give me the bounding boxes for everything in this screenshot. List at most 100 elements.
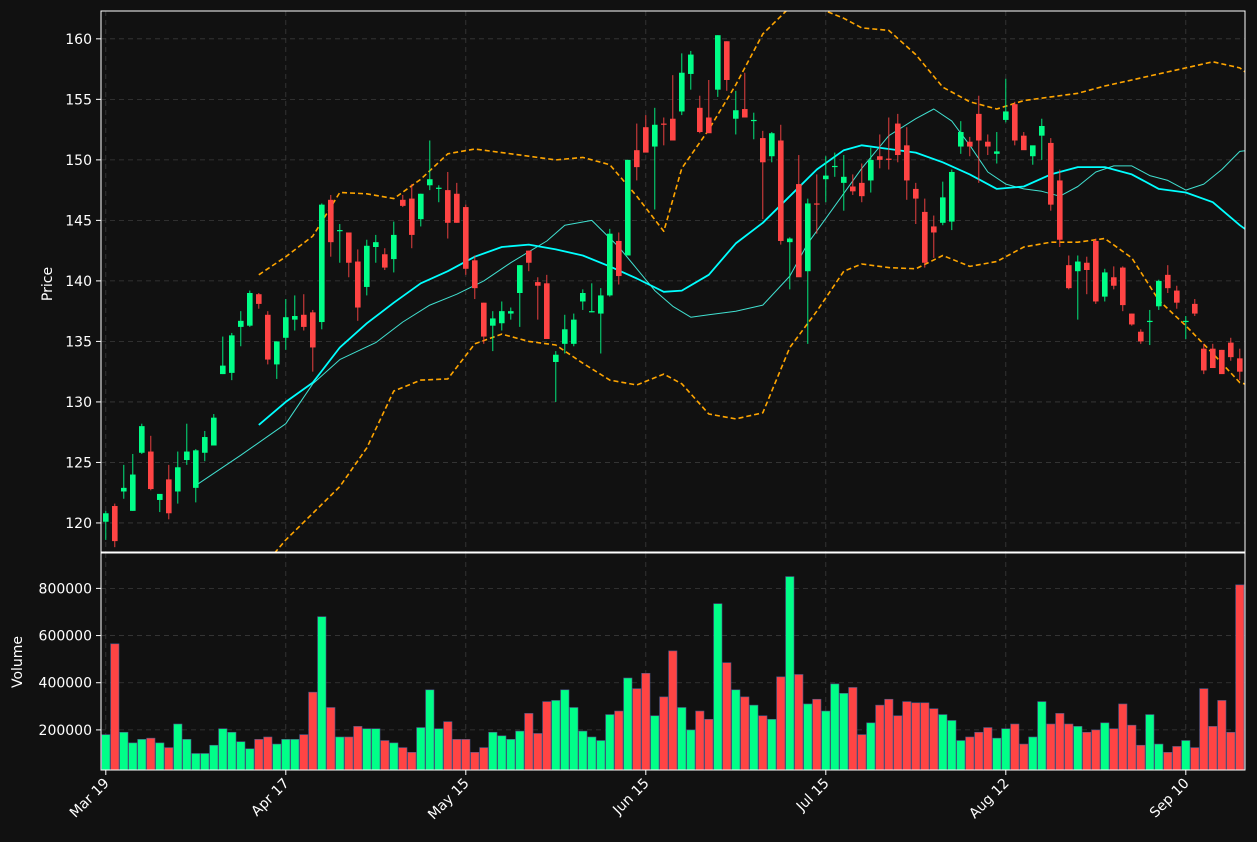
volume-bar <box>1190 747 1200 770</box>
candle-body <box>1012 104 1018 141</box>
volume-bar <box>893 715 903 770</box>
volume-bar <box>623 677 633 770</box>
volume-bar <box>1001 728 1011 770</box>
volume-bar <box>641 672 651 770</box>
volume-bar <box>1118 703 1128 770</box>
upper-band-line <box>258 11 1245 276</box>
candle-body <box>895 123 901 156</box>
volume-tick-label: 800000 <box>39 581 92 597</box>
candle-body <box>940 197 946 223</box>
candle-body <box>607 233 613 296</box>
candle-body <box>985 141 991 147</box>
candle-body <box>1228 342 1234 358</box>
volume-bar <box>317 616 327 770</box>
volume-bar <box>452 739 462 770</box>
volume-bar <box>155 742 165 770</box>
volume-bar <box>209 744 219 770</box>
candle-body <box>634 150 640 168</box>
volume-bar <box>443 721 453 770</box>
candle-body <box>238 320 244 327</box>
volume-bar <box>722 662 732 770</box>
volume-bar <box>236 741 246 770</box>
volume-bar <box>839 693 849 770</box>
price-series <box>195 11 1245 552</box>
volume-bar <box>461 739 471 770</box>
candle-body <box>967 141 973 147</box>
candle-body <box>463 207 469 269</box>
volume-plot-frame <box>100 552 1246 771</box>
volume-bar <box>101 734 111 770</box>
volume-bar <box>542 701 552 770</box>
candle-body <box>346 232 352 263</box>
candle-body <box>1084 262 1090 271</box>
volume-bar <box>902 701 912 770</box>
volume-bar <box>353 726 363 770</box>
volume-bar <box>488 731 498 770</box>
volume-bar <box>164 747 174 770</box>
volume-bar <box>335 736 345 770</box>
candle-body <box>670 118 676 141</box>
volume-bar <box>119 731 129 770</box>
candle-body <box>373 242 379 248</box>
candle-body <box>904 145 910 181</box>
candle-body <box>202 437 208 453</box>
volume-bar <box>1181 740 1191 770</box>
volume-bar <box>524 713 534 770</box>
candle-body <box>184 451 190 461</box>
long-moving-average-line <box>258 144 1245 426</box>
volume-bar <box>596 740 606 770</box>
candle-body <box>625 159 631 256</box>
candle-body <box>1192 303 1198 314</box>
candle-body <box>157 493 163 500</box>
candle-body <box>733 110 739 119</box>
candle-body <box>976 113 982 141</box>
candle-body <box>454 193 460 223</box>
volume-bar <box>1037 701 1047 770</box>
candle-body <box>580 292 586 302</box>
volume-bar <box>560 689 570 770</box>
volume-bar <box>740 696 750 770</box>
price-tick-label: 130 <box>65 395 92 411</box>
volume-bar <box>299 734 309 770</box>
volume-bar <box>614 710 624 770</box>
volume-bar <box>569 707 579 770</box>
candle-body <box>751 119 757 122</box>
candle-body <box>112 506 118 542</box>
price-tick-label: 120 <box>65 516 92 532</box>
candle-body <box>1003 111 1009 120</box>
volume-bar <box>326 707 336 770</box>
volume-bar <box>146 737 156 770</box>
price-tick-label: 155 <box>65 92 92 108</box>
volume-bar <box>884 698 894 770</box>
volume-bars <box>101 576 1245 770</box>
volume-bar <box>875 704 885 770</box>
candle-body <box>1048 142 1054 205</box>
volume-bar <box>920 702 930 770</box>
volume-bar <box>533 733 543 770</box>
candle-body <box>1111 277 1117 286</box>
volume-bar <box>1235 584 1245 770</box>
volume-bar <box>1163 752 1173 770</box>
price-tick-label: 150 <box>65 153 92 169</box>
volume-bar <box>992 737 1002 770</box>
volume-bar <box>776 676 786 770</box>
candle-body <box>886 158 892 160</box>
candle-body <box>220 365 226 375</box>
price-tick-label: 160 <box>65 32 92 48</box>
candle-body <box>823 175 829 180</box>
volume-panel: 200000 400000 600000 800000 Volume <box>10 552 1246 771</box>
candle-body <box>859 182 865 197</box>
candle-body <box>913 188 919 199</box>
price-plot-frame <box>100 10 1246 553</box>
candle-body <box>445 190 451 223</box>
volume-bar <box>749 704 759 770</box>
volume-bar <box>497 735 507 770</box>
volume-bar <box>974 731 984 770</box>
price-tick-label: 140 <box>65 274 92 290</box>
candle-body <box>319 204 325 323</box>
volume-bar <box>848 687 858 770</box>
candle-body <box>256 294 262 304</box>
candle-body <box>1021 135 1027 151</box>
candle-body <box>382 254 388 268</box>
candle-body <box>1120 267 1126 306</box>
